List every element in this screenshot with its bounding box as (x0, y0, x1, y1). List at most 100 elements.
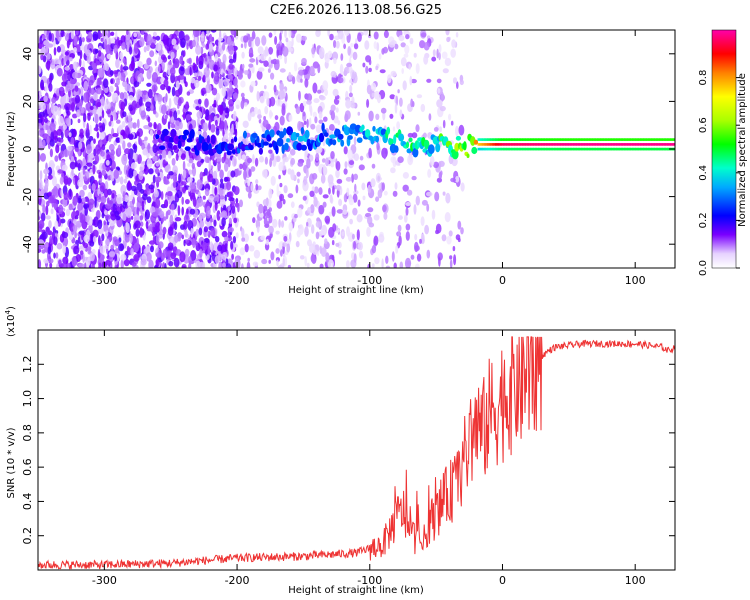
noise-blob (349, 84, 353, 93)
noise-blob (243, 169, 247, 181)
carrier-cell (590, 147, 593, 151)
noise-blob (431, 209, 436, 220)
carrier-cell (566, 143, 569, 146)
noise-blob (40, 153, 46, 162)
carrier-cell (495, 147, 498, 151)
noise-blob (140, 110, 147, 120)
noise-blob (186, 176, 193, 183)
noise-blob (240, 92, 245, 98)
carrier-cell (667, 143, 670, 146)
noise-blob (47, 103, 50, 115)
carrier-cell (663, 147, 667, 151)
noise-blob (162, 226, 167, 235)
noise-blob (373, 31, 379, 40)
noise-blob (193, 72, 198, 77)
noise-blob (385, 255, 389, 264)
carrier-cell (632, 143, 635, 146)
noise-blob (101, 90, 105, 95)
carrier-cell (632, 138, 635, 141)
noise-blob (280, 220, 285, 228)
carrier-cell (522, 143, 525, 146)
noise-blob (59, 138, 64, 143)
noise-blob (63, 149, 69, 158)
noise-blob (192, 62, 196, 71)
noise-blob (60, 189, 64, 198)
noise-blob (357, 199, 361, 207)
noise-blob (146, 69, 152, 80)
noise-blob (406, 189, 413, 196)
noise-blob (318, 111, 323, 119)
noise-blob (220, 178, 224, 184)
noise-blob (248, 40, 252, 48)
noise-blob (155, 35, 161, 41)
noise-blob (273, 84, 277, 93)
noise-blob (196, 179, 203, 191)
carrier-cell (614, 143, 617, 146)
noise-blob (254, 106, 258, 115)
carrier-cell (577, 143, 581, 146)
carrier-cell (651, 138, 654, 141)
noise-blob (351, 233, 355, 240)
noise-blob (173, 96, 179, 104)
noise-blob (433, 126, 439, 132)
noise-blob (214, 186, 217, 196)
noise-blob (110, 31, 115, 36)
noise-blob (419, 40, 426, 49)
noise-blob (160, 84, 166, 91)
carrier-cell (477, 147, 480, 151)
noise-blob (133, 254, 140, 262)
carrier-cell (624, 147, 627, 151)
noise-blob (228, 58, 234, 64)
noise-blob (392, 190, 398, 197)
carrier-cell (614, 138, 617, 141)
noise-blob (413, 52, 417, 58)
carrier-cell (576, 143, 579, 146)
carrier-cell (487, 138, 490, 141)
noise-blob (310, 254, 315, 263)
noise-blob (345, 99, 352, 109)
noise-blob (324, 238, 328, 245)
noise-blob (336, 178, 343, 184)
noise-blob (219, 120, 225, 130)
carrier-cell (541, 138, 544, 141)
noise-blob (261, 258, 268, 265)
noise-blob (53, 200, 59, 211)
carrier-cell (528, 147, 531, 151)
carrier-cell (619, 147, 622, 151)
noise-blob (74, 147, 80, 153)
noise-blob (40, 212, 46, 222)
noise-blob (178, 156, 182, 161)
noise-blob (459, 79, 464, 86)
noise-blob (124, 232, 130, 243)
noise-blob (122, 66, 129, 71)
noise-blob (174, 120, 181, 131)
noise-blob (188, 255, 192, 266)
noise-blob (353, 173, 359, 180)
colorbar-ticks: 0.00.20.40.60.8 (698, 70, 740, 276)
noise-blob (280, 249, 283, 257)
noise-blob (143, 125, 150, 130)
noise-blob (315, 221, 322, 228)
noise-blob (127, 180, 131, 191)
noise-blob (59, 176, 64, 185)
noise-blob (133, 32, 138, 38)
noise-blob (177, 232, 183, 239)
noise-blob (70, 102, 75, 112)
noise-blob (99, 182, 106, 193)
noise-blob (127, 142, 132, 148)
signal-blob (296, 142, 303, 151)
top-x-ticks: -300 -200 -100 0 100 (92, 30, 646, 287)
noise-blob (426, 203, 430, 212)
noise-blob (276, 155, 281, 163)
noise-blob (152, 139, 159, 144)
noise-blob (392, 156, 397, 168)
noise-blob (64, 51, 69, 56)
signal-blob (183, 129, 190, 136)
noise-blob (436, 48, 439, 59)
noise-blob (320, 229, 326, 236)
noise-blob (245, 185, 252, 193)
noise-blob (299, 102, 305, 113)
carrier-cell (662, 147, 665, 151)
carrier-cell (649, 147, 652, 151)
carrier-cell (609, 143, 612, 146)
